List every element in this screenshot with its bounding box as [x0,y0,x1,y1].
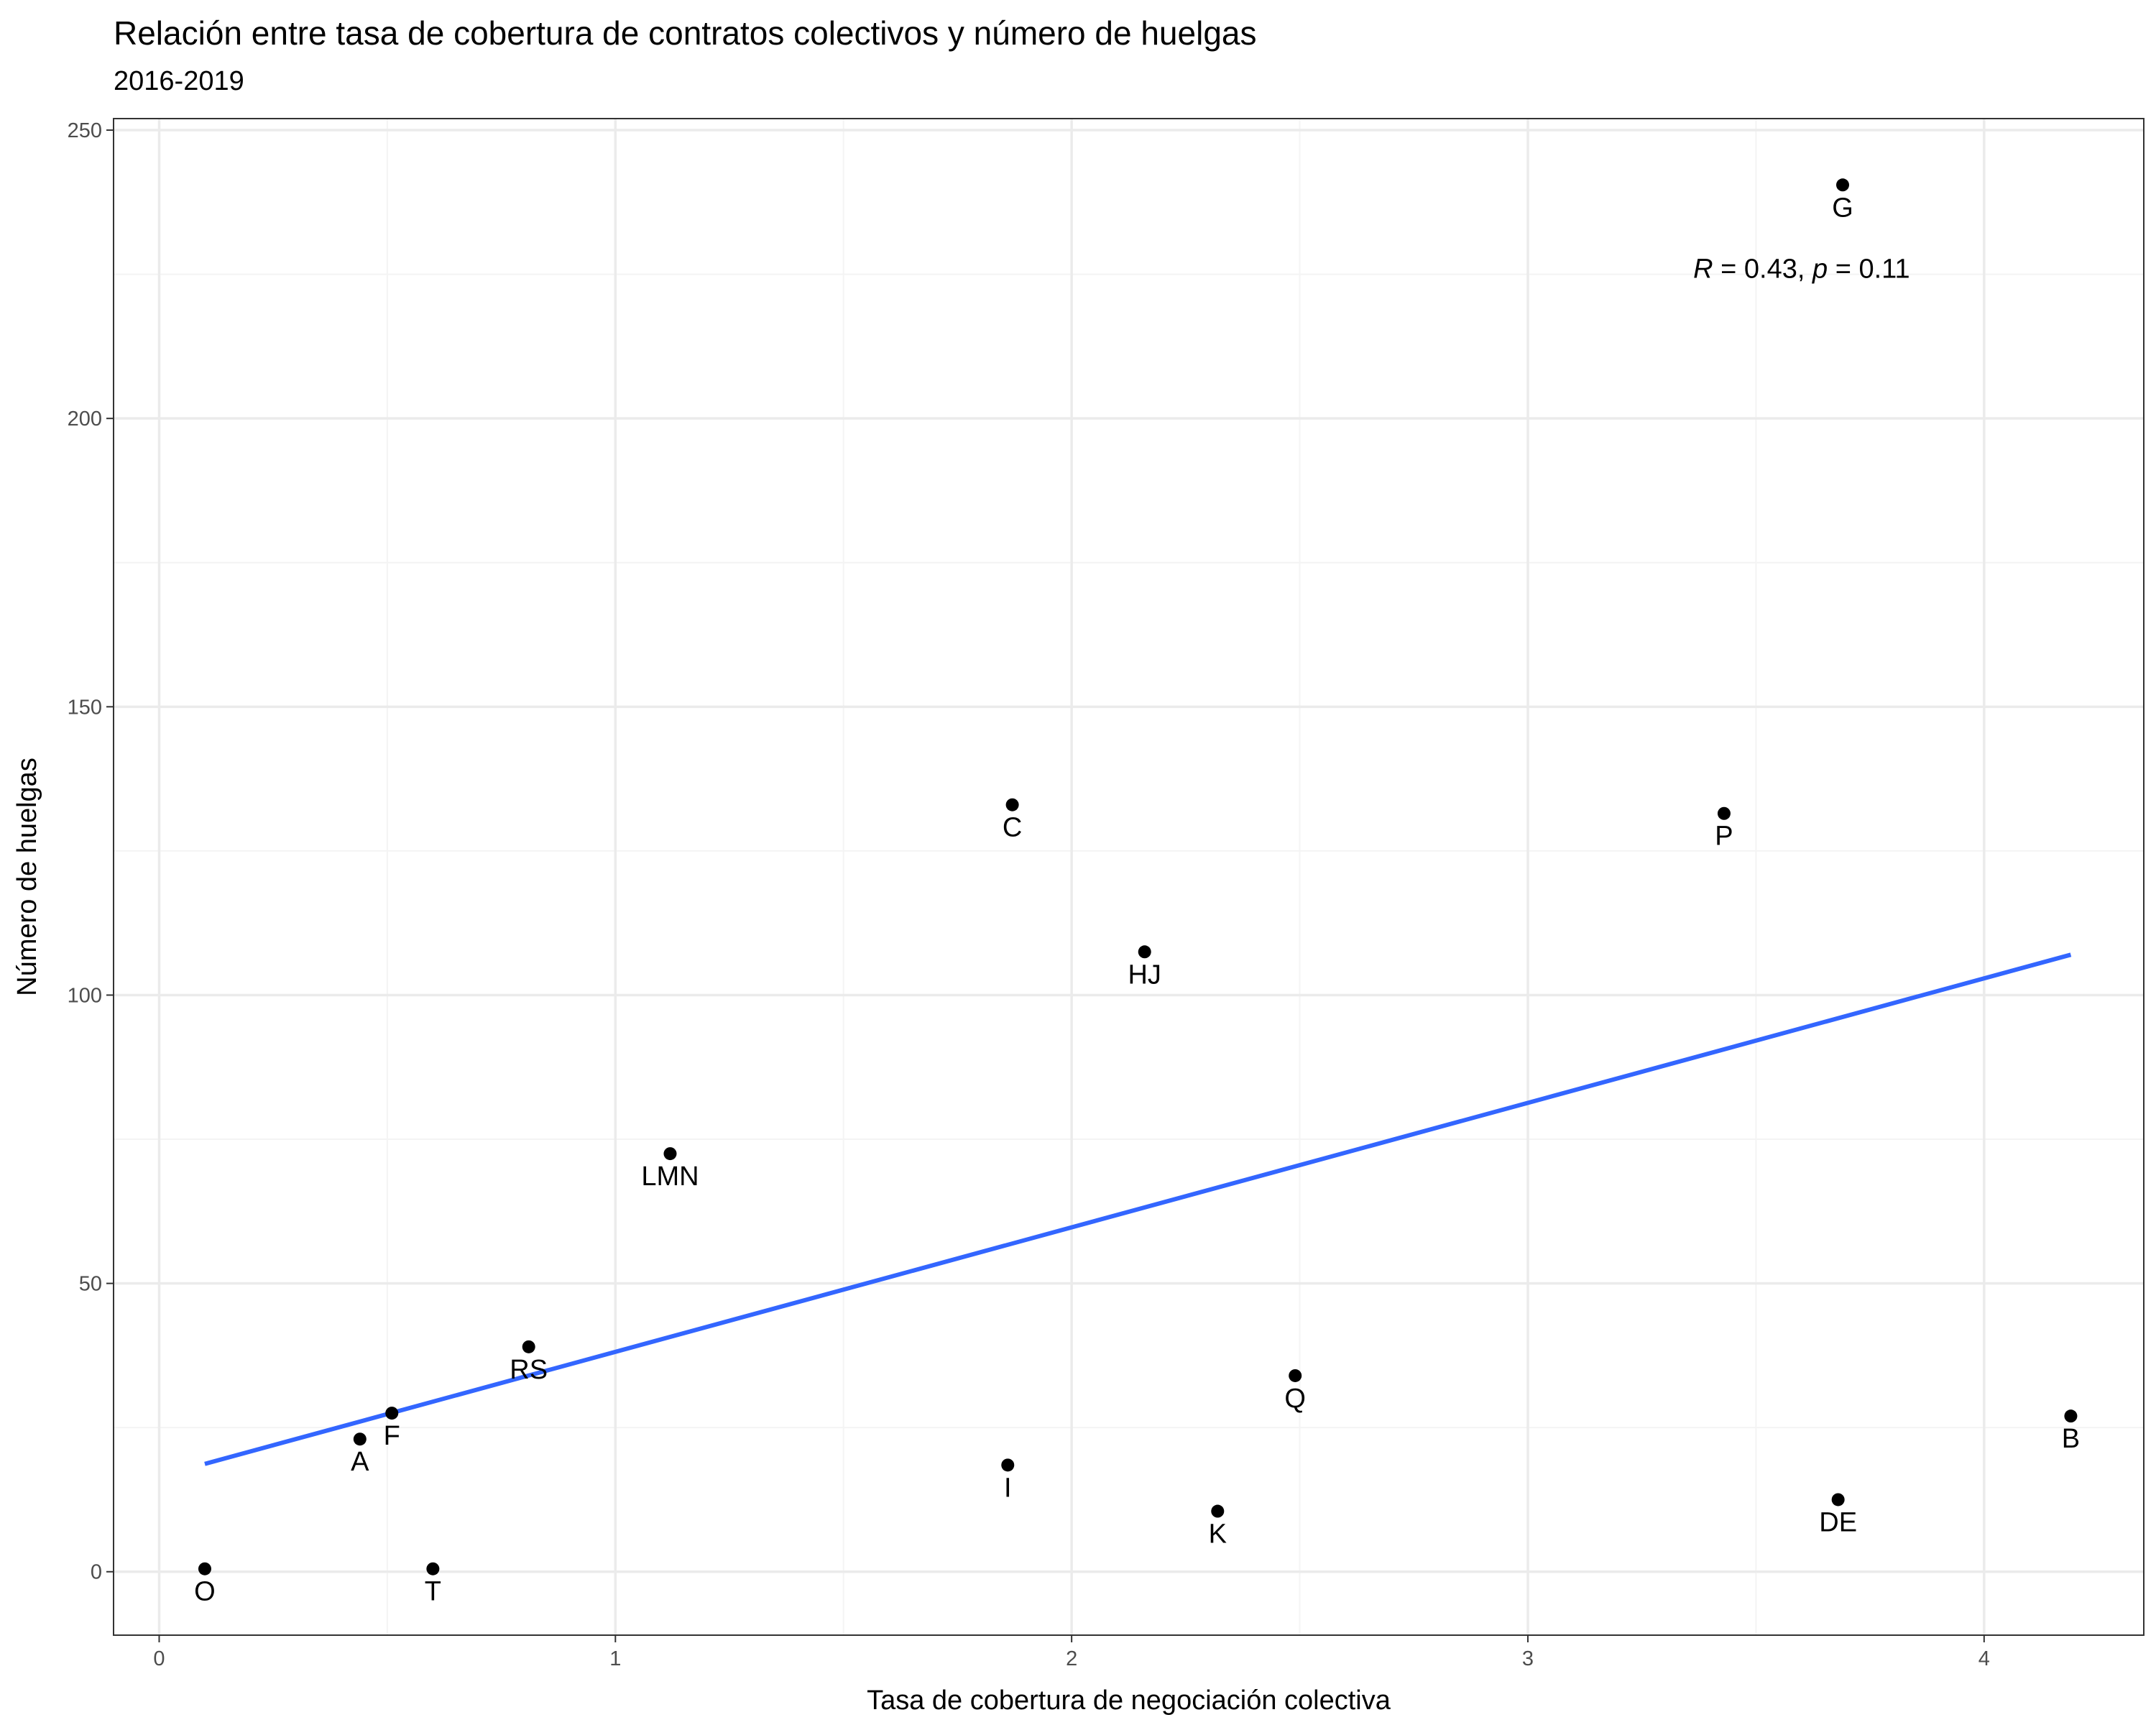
data-point-hj [1138,945,1151,959]
data-point-b [2064,1409,2078,1423]
point-label-p: P [1715,822,1733,852]
point-label-a: A [351,1447,369,1477]
data-point-o [198,1562,211,1576]
point-label-lmn: LMN [641,1162,699,1192]
data-point-de [1831,1493,1845,1506]
point-label-c: C [1003,813,1022,843]
data-point-g [1836,178,1850,192]
panel-background [114,119,2144,1635]
point-label-b: B [2062,1424,2080,1454]
y-axis-title: Número de huelgas [12,758,42,996]
point-label-f: F [384,1421,400,1451]
point-label-rs: RS [510,1355,548,1385]
correlation-annotation: R = 0.43, p = 0.11 [1693,254,1909,285]
data-point-t [426,1562,440,1576]
point-label-t: T [425,1577,441,1607]
chart-subtitle: 2016-2019 [114,66,244,96]
p-value: = 0.11 [1828,254,1909,285]
point-label-q: Q [1284,1384,1306,1414]
y-tick-label: 250 [68,119,102,142]
y-tick-label: 200 [68,408,102,431]
x-axis: 0 1 2 3 4 [153,1635,1990,1670]
x-tick-label: 1 [609,1647,621,1670]
y-tick-label: 0 [91,1561,102,1584]
point-label-hj: HJ [1128,960,1161,990]
point-label-i: I [1004,1473,1012,1503]
point-labels-group: O AF T RS LMN C I HJ K Q P G DE B [194,193,2080,1606]
point-label-o: O [194,1577,216,1607]
y-axis: 0 50 100 150 200 250 [68,119,114,1584]
data-point-k [1211,1504,1225,1518]
points-group [198,178,2078,1576]
data-point-lmn [663,1147,677,1161]
y-tick-label: 50 [79,1273,102,1296]
p-symbol: p [1812,254,1828,285]
trend-line [204,952,2072,1466]
chart-title: Relación entre tasa de cobertura de cont… [114,14,1256,52]
data-point-f [385,1407,399,1420]
grid [114,119,2144,1635]
r-symbol: R [1693,254,1713,285]
x-axis-title: Tasa de cobertura de negociación colecti… [867,1685,1391,1716]
data-point-i [1001,1458,1015,1472]
panel-border [113,118,2145,1636]
point-label-de: DE [1819,1507,1857,1537]
r-value: = 0.43, [1713,254,1812,285]
x-tick-label: 2 [1066,1647,1077,1670]
point-label-k: K [1209,1519,1227,1550]
data-point-a [353,1432,367,1446]
x-tick-label: 0 [153,1647,165,1670]
data-point-p [1717,806,1731,820]
y-tick-label: 100 [68,984,102,1007]
data-point-c [1005,798,1019,811]
y-tick-label: 150 [68,696,102,719]
trend-line-group [204,952,2072,1466]
x-tick-label: 3 [1522,1647,1534,1670]
data-point-rs [522,1340,535,1353]
x-tick-label: 4 [1978,1647,1990,1670]
data-point-q [1289,1368,1302,1382]
point-label-g: G [1832,193,1853,223]
